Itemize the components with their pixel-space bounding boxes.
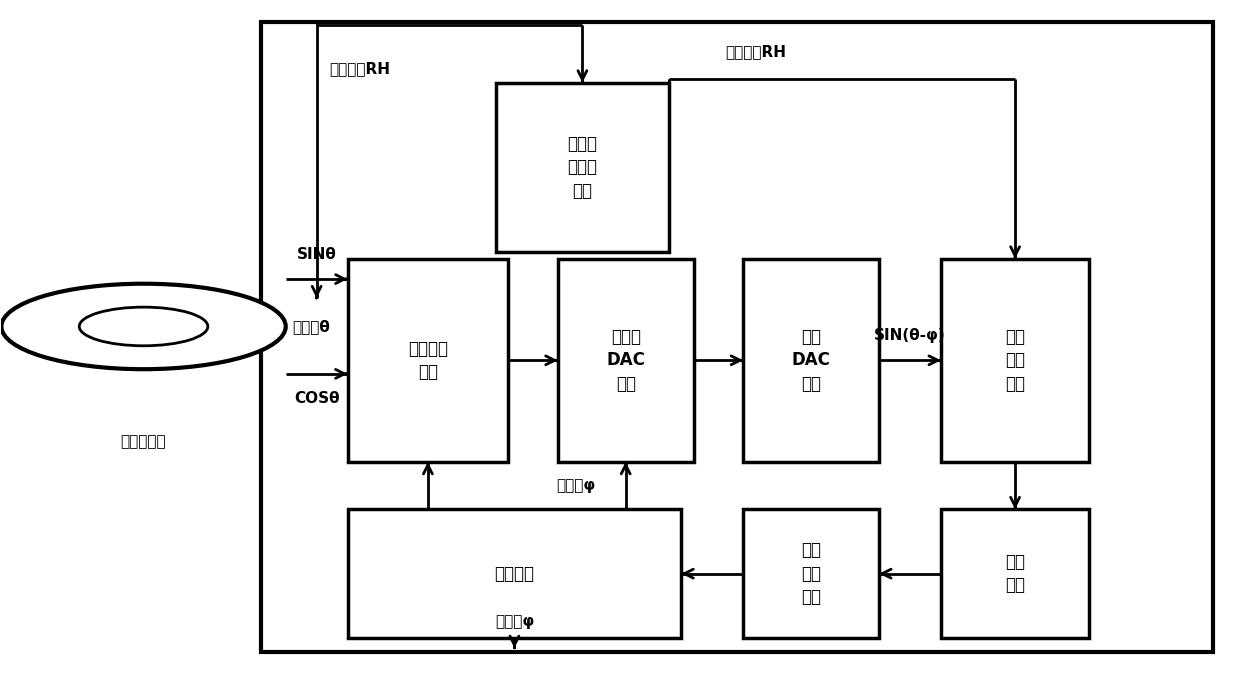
Bar: [743, 509, 880, 638]
Text: 旋转变压器: 旋转变压器: [120, 434, 166, 449]
Text: 参考信号RH: 参考信号RH: [330, 62, 390, 77]
Bar: [940, 258, 1089, 462]
Ellipse shape: [79, 307, 208, 346]
Text: COSθ: COSθ: [294, 391, 339, 406]
Bar: [261, 22, 1213, 651]
Text: SIN(θ-φ): SIN(θ-φ): [875, 328, 945, 343]
Bar: [743, 258, 880, 462]
Text: 参考发
牛振荡
电路: 参考发 牛振荡 电路: [567, 135, 597, 200]
Text: 模拟角θ: 模拟角θ: [292, 319, 330, 334]
Text: 相敏
解调
电路: 相敏 解调 电路: [1005, 328, 1025, 393]
Bar: [347, 509, 681, 638]
Text: 数字角φ: 数字角φ: [494, 613, 534, 628]
Text: 参考信号RH: 参考信号RH: [725, 44, 786, 59]
Text: 数字角φ: 数字角φ: [556, 478, 596, 493]
Text: 非线性
DAC
电路: 非线性 DAC 电路: [606, 328, 646, 393]
Text: 线性
DAC
电路: 线性 DAC 电路: [792, 328, 830, 393]
Text: 积分
电路: 积分 电路: [1005, 553, 1025, 594]
Text: 压控
振荡
电路: 压控 振荡 电路: [802, 541, 821, 607]
Ellipse shape: [1, 284, 286, 369]
Text: 象限划分
电路: 象限划分 电路: [408, 339, 447, 381]
Bar: [558, 258, 694, 462]
Bar: [347, 258, 508, 462]
Text: SINθ: SINθ: [297, 247, 337, 262]
Text: 计数电路: 计数电路: [494, 564, 534, 583]
Bar: [496, 83, 669, 252]
Bar: [940, 509, 1089, 638]
